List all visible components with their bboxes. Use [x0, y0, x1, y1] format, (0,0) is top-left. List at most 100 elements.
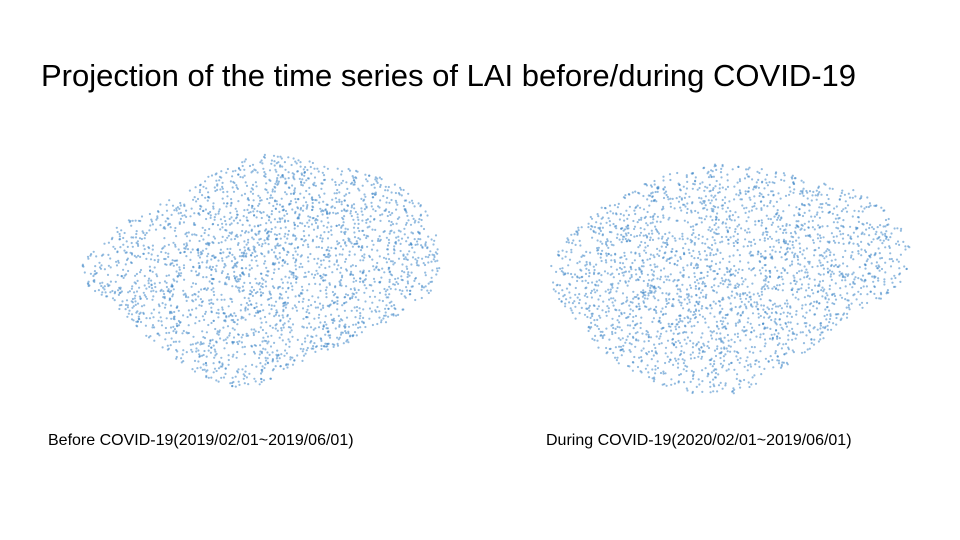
scatter-point — [601, 336, 604, 340]
scatter-point — [436, 269, 439, 273]
scatter-point — [275, 180, 278, 183]
scatter-point — [215, 379, 218, 382]
scatter-point — [279, 218, 282, 221]
scatter-point — [745, 220, 748, 223]
scatter-point — [604, 207, 607, 210]
scatter-point — [413, 251, 416, 254]
scatter-point — [229, 204, 232, 207]
scatter-point — [763, 239, 766, 242]
scatter-point — [225, 316, 228, 319]
scatter-point — [861, 210, 864, 213]
scatter-point — [118, 238, 122, 241]
scatter-point — [281, 165, 284, 168]
scatter-point — [270, 308, 273, 311]
scatter-point — [378, 255, 381, 258]
scatter-point — [292, 234, 295, 237]
scatter-point — [237, 280, 240, 283]
scatter-point — [221, 365, 224, 368]
scatter-point — [715, 368, 718, 371]
scatter-point — [784, 240, 787, 243]
scatter-point — [245, 230, 248, 233]
scatter-point — [424, 244, 427, 247]
scatter-point — [738, 180, 742, 183]
scatter-point — [609, 288, 612, 291]
scatter-point — [860, 248, 863, 251]
scatter-point — [344, 230, 347, 233]
scatter-point — [135, 230, 138, 233]
scatter-point — [848, 308, 851, 311]
scatter-point — [275, 323, 278, 326]
scatter-point — [723, 336, 726, 339]
scatter-point — [800, 179, 803, 182]
scatter-point — [726, 333, 729, 337]
scatter-point — [610, 254, 613, 257]
scatter-point — [858, 266, 861, 269]
scatter-point — [261, 370, 264, 373]
scatter-point — [757, 360, 760, 363]
scatter-point — [269, 377, 272, 380]
scatter-point — [612, 351, 615, 354]
scatter-point — [307, 245, 310, 249]
scatter-point — [278, 256, 282, 259]
scatter-point — [846, 265, 849, 268]
scatter-point — [719, 319, 722, 323]
scatter-point — [434, 234, 438, 237]
scatter-point — [178, 266, 181, 269]
scatter-point — [252, 238, 255, 241]
scatter-point — [884, 232, 887, 235]
scatter-point — [346, 228, 349, 231]
scatter-point — [193, 222, 196, 225]
scatter-point — [244, 181, 247, 184]
scatter-point — [287, 233, 290, 236]
scatter-point — [184, 292, 187, 295]
scatter-point — [707, 340, 710, 343]
scatter-point — [322, 200, 325, 203]
scatter-point — [750, 345, 753, 349]
scatter-point — [352, 273, 355, 277]
scatter-point — [213, 216, 216, 219]
scatter-point — [794, 226, 797, 229]
scatter-point — [745, 206, 748, 209]
scatter-point — [381, 299, 384, 303]
scatter-point — [840, 224, 843, 227]
scatter-point — [227, 358, 230, 362]
scatter-point — [616, 206, 619, 209]
scatter-point — [668, 257, 672, 260]
scatter-point — [734, 211, 737, 214]
scatter-point — [229, 211, 232, 214]
scatter-point — [669, 329, 673, 332]
scatter-point — [748, 267, 751, 270]
scatter-point — [147, 282, 150, 285]
scatter-point — [185, 351, 188, 354]
scatter-point — [763, 338, 767, 341]
scatter-point — [388, 285, 391, 288]
scatter-point — [780, 347, 783, 350]
scatter-point — [871, 275, 874, 278]
scatter-point — [257, 194, 260, 197]
scatter-point — [293, 359, 296, 362]
scatter-point — [214, 213, 217, 216]
scatter-point — [834, 217, 837, 220]
scatter-point — [691, 201, 694, 204]
scatter-point — [664, 352, 667, 355]
scatter-point — [122, 268, 125, 271]
scatter-point — [681, 238, 684, 241]
scatter-point — [154, 228, 158, 231]
scatter-point — [353, 222, 356, 225]
scatter-point — [584, 302, 587, 305]
scatter-point — [302, 348, 305, 351]
scatter-point — [302, 196, 306, 199]
scatter-point — [305, 207, 308, 210]
scatter-point — [750, 244, 753, 247]
scatter-point — [306, 168, 309, 172]
scatter-point — [659, 220, 662, 223]
scatter-point — [216, 298, 219, 301]
scatter-point — [210, 268, 213, 271]
scatter-point — [288, 276, 291, 279]
scatter-point — [766, 285, 769, 288]
scatter-point — [617, 202, 620, 205]
scatter-point — [750, 241, 753, 244]
scatter-point — [727, 339, 730, 342]
scatter-point — [243, 246, 246, 249]
scatter-point — [283, 354, 286, 357]
